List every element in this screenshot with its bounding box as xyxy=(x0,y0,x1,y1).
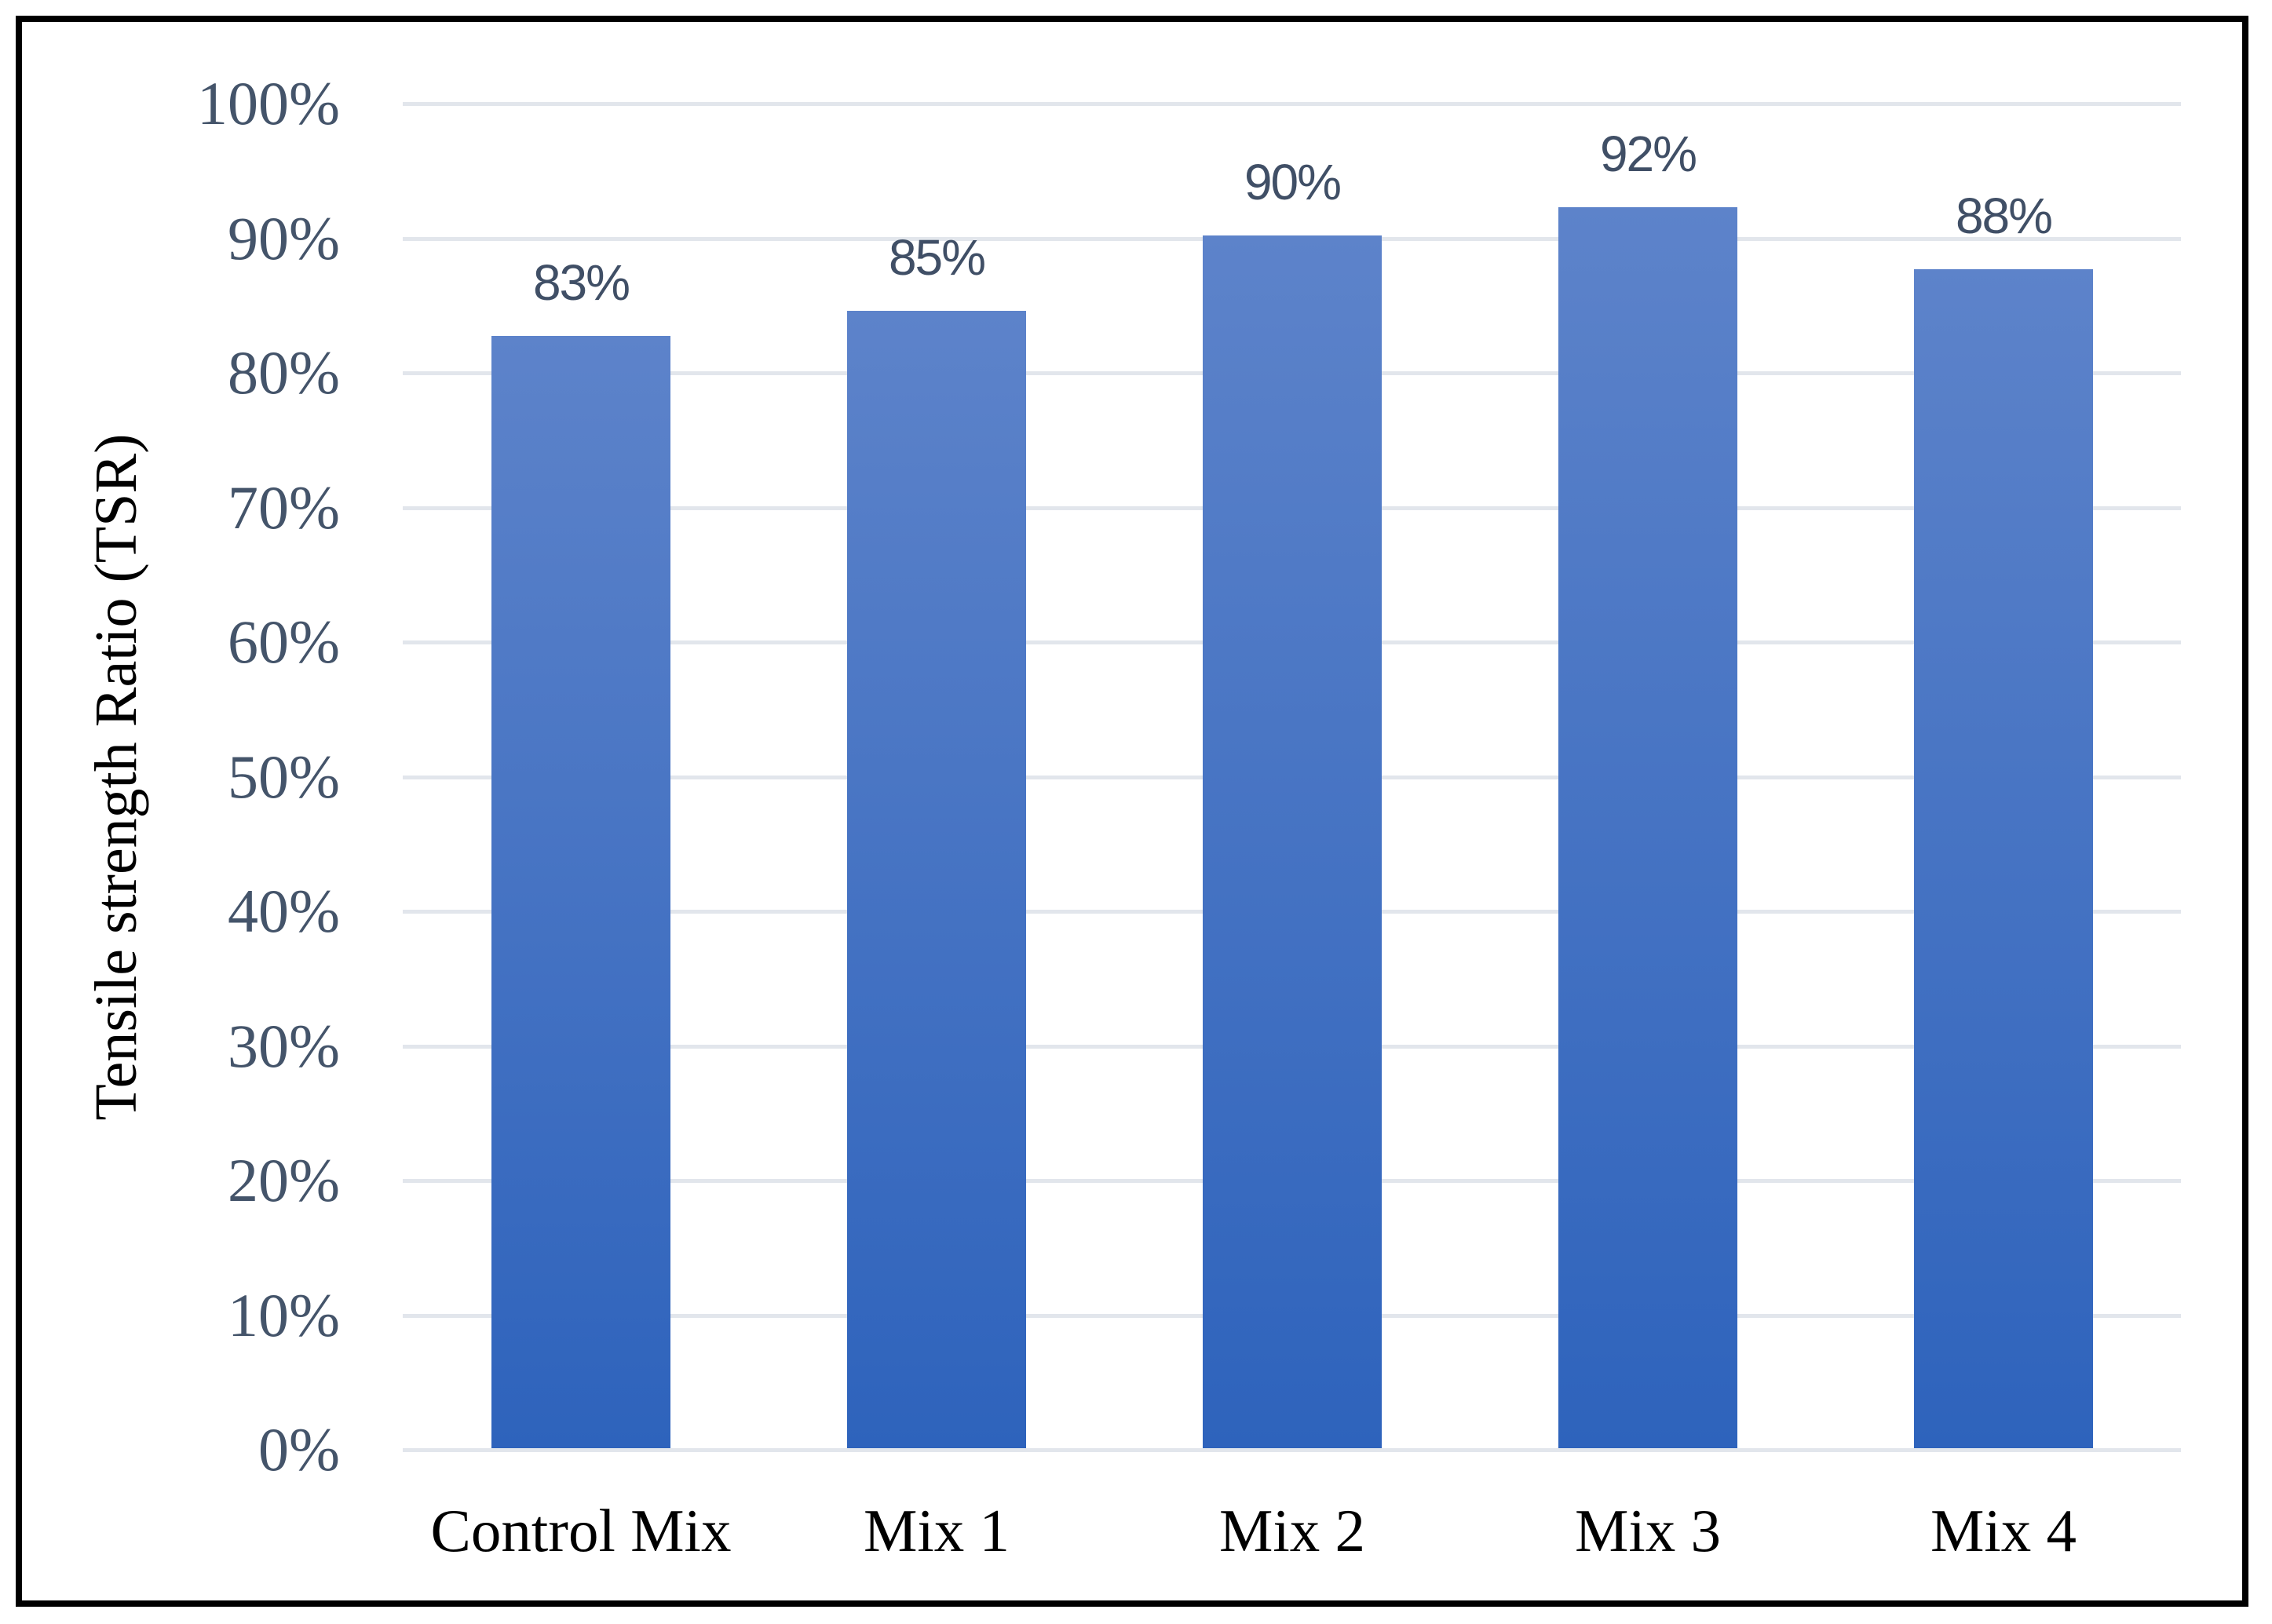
bar-control-mix xyxy=(491,336,670,1448)
gridline xyxy=(403,1448,2181,1452)
y-tick-label: 20% xyxy=(228,1146,340,1214)
x-category-label: Mix 3 xyxy=(1574,1497,1722,1564)
y-tick-label: 50% xyxy=(228,742,340,811)
y-tick-label: 10% xyxy=(228,1280,340,1349)
bar-mix-4 xyxy=(1914,269,2093,1448)
y-tick-label: 80% xyxy=(228,338,340,407)
y-tick-label: 0% xyxy=(258,1415,340,1483)
plot-area: 83% 85% 90% 92% 88% xyxy=(403,102,2181,1452)
y-tick-label: 90% xyxy=(228,203,340,272)
gridline xyxy=(403,102,2181,106)
x-category-label: Mix 2 xyxy=(1218,1497,1366,1564)
y-tick-label: 100% xyxy=(197,69,340,137)
bar-value-label: 90% xyxy=(1244,154,1342,210)
bar-value-label: 92% xyxy=(1599,126,1697,182)
bar-value-label: 85% xyxy=(888,229,986,286)
bar-value-label: 83% xyxy=(532,254,630,311)
x-category-label: Mix 1 xyxy=(863,1497,1010,1564)
bar-mix-1 xyxy=(847,311,1026,1448)
bar-mix-2 xyxy=(1203,235,1382,1448)
y-tick-label: 40% xyxy=(228,877,340,945)
figure-frame xyxy=(16,16,2248,1607)
x-category-label: Control Mix xyxy=(430,1497,732,1564)
y-tick-label: 60% xyxy=(228,608,340,676)
y-tick-label: 30% xyxy=(228,1011,340,1080)
x-category-label: Mix 4 xyxy=(1930,1497,2077,1564)
bar-value-label: 88% xyxy=(1955,188,2053,244)
bar-mix-3 xyxy=(1558,207,1737,1448)
y-tick-label: 70% xyxy=(228,473,340,542)
